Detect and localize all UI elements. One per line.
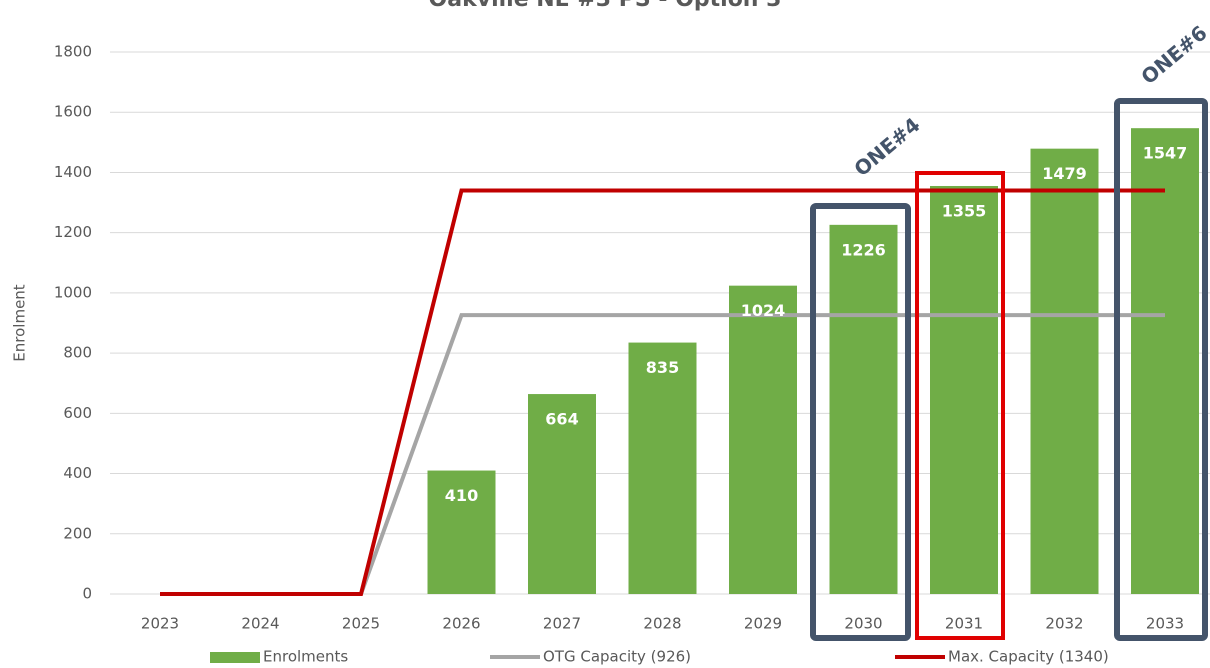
y-tick-label: 1800 [54, 43, 92, 61]
line-series [160, 188, 1165, 596]
highlight-box [810, 203, 911, 641]
y-tick-label: 1400 [54, 163, 92, 181]
bar [829, 224, 898, 595]
legend-label: Max. Capacity (1340) [948, 648, 1109, 666]
bar [1131, 128, 1199, 595]
y-tick-label: 200 [63, 524, 92, 542]
x-tick-label: 2032 [1045, 615, 1083, 633]
bar [729, 285, 797, 594]
legend-label: Enrolments [263, 648, 348, 666]
data-label: 1355 [942, 201, 987, 220]
x-tick-label: 2028 [643, 615, 681, 633]
data-label: 1226 [841, 240, 886, 259]
y-tick-label: 400 [63, 464, 92, 482]
data-label: 1547 [1143, 144, 1188, 163]
highlight-box [915, 171, 1005, 640]
bar [528, 394, 596, 594]
x-tick-label: 2027 [543, 615, 581, 633]
x-tick-label: 2024 [241, 615, 279, 633]
x-tick-label: 2030 [844, 615, 882, 633]
y-tick-label: 800 [63, 344, 92, 362]
bar [930, 185, 998, 594]
data-label: 1479 [1042, 164, 1087, 183]
y-axis-label: Enrolment [11, 284, 29, 362]
data-label: 410 [445, 486, 478, 505]
y-tick-label: 0 [82, 585, 92, 603]
x-tick-label: 2025 [342, 615, 380, 633]
y-tick-label: 1600 [54, 103, 92, 121]
highlight-box [1114, 98, 1208, 641]
bar [1030, 148, 1099, 594]
bar [628, 342, 697, 594]
bar [427, 470, 496, 594]
legend-swatch [210, 652, 260, 663]
data-label: 664 [545, 410, 578, 429]
x-tick-label: 2031 [945, 615, 983, 633]
x-tick-label: 2029 [744, 615, 782, 633]
x-tick-label: 2023 [141, 615, 179, 633]
x-tick-label: 2033 [1146, 615, 1184, 633]
legend-label: OTG Capacity (926) [543, 648, 691, 666]
y-tick-label: 1200 [54, 223, 92, 241]
data-label: 835 [646, 358, 679, 377]
y-tick-label: 1000 [54, 283, 92, 301]
data-label: 1024 [741, 301, 786, 320]
annotation: ONE#6 [1136, 21, 1210, 90]
annotation: ONE#4 [849, 113, 924, 182]
y-tick-label: 600 [63, 404, 92, 422]
x-tick-label: 2026 [442, 615, 480, 633]
chart-title: Oakville NE #3 PS - Option 3 [429, 0, 782, 12]
